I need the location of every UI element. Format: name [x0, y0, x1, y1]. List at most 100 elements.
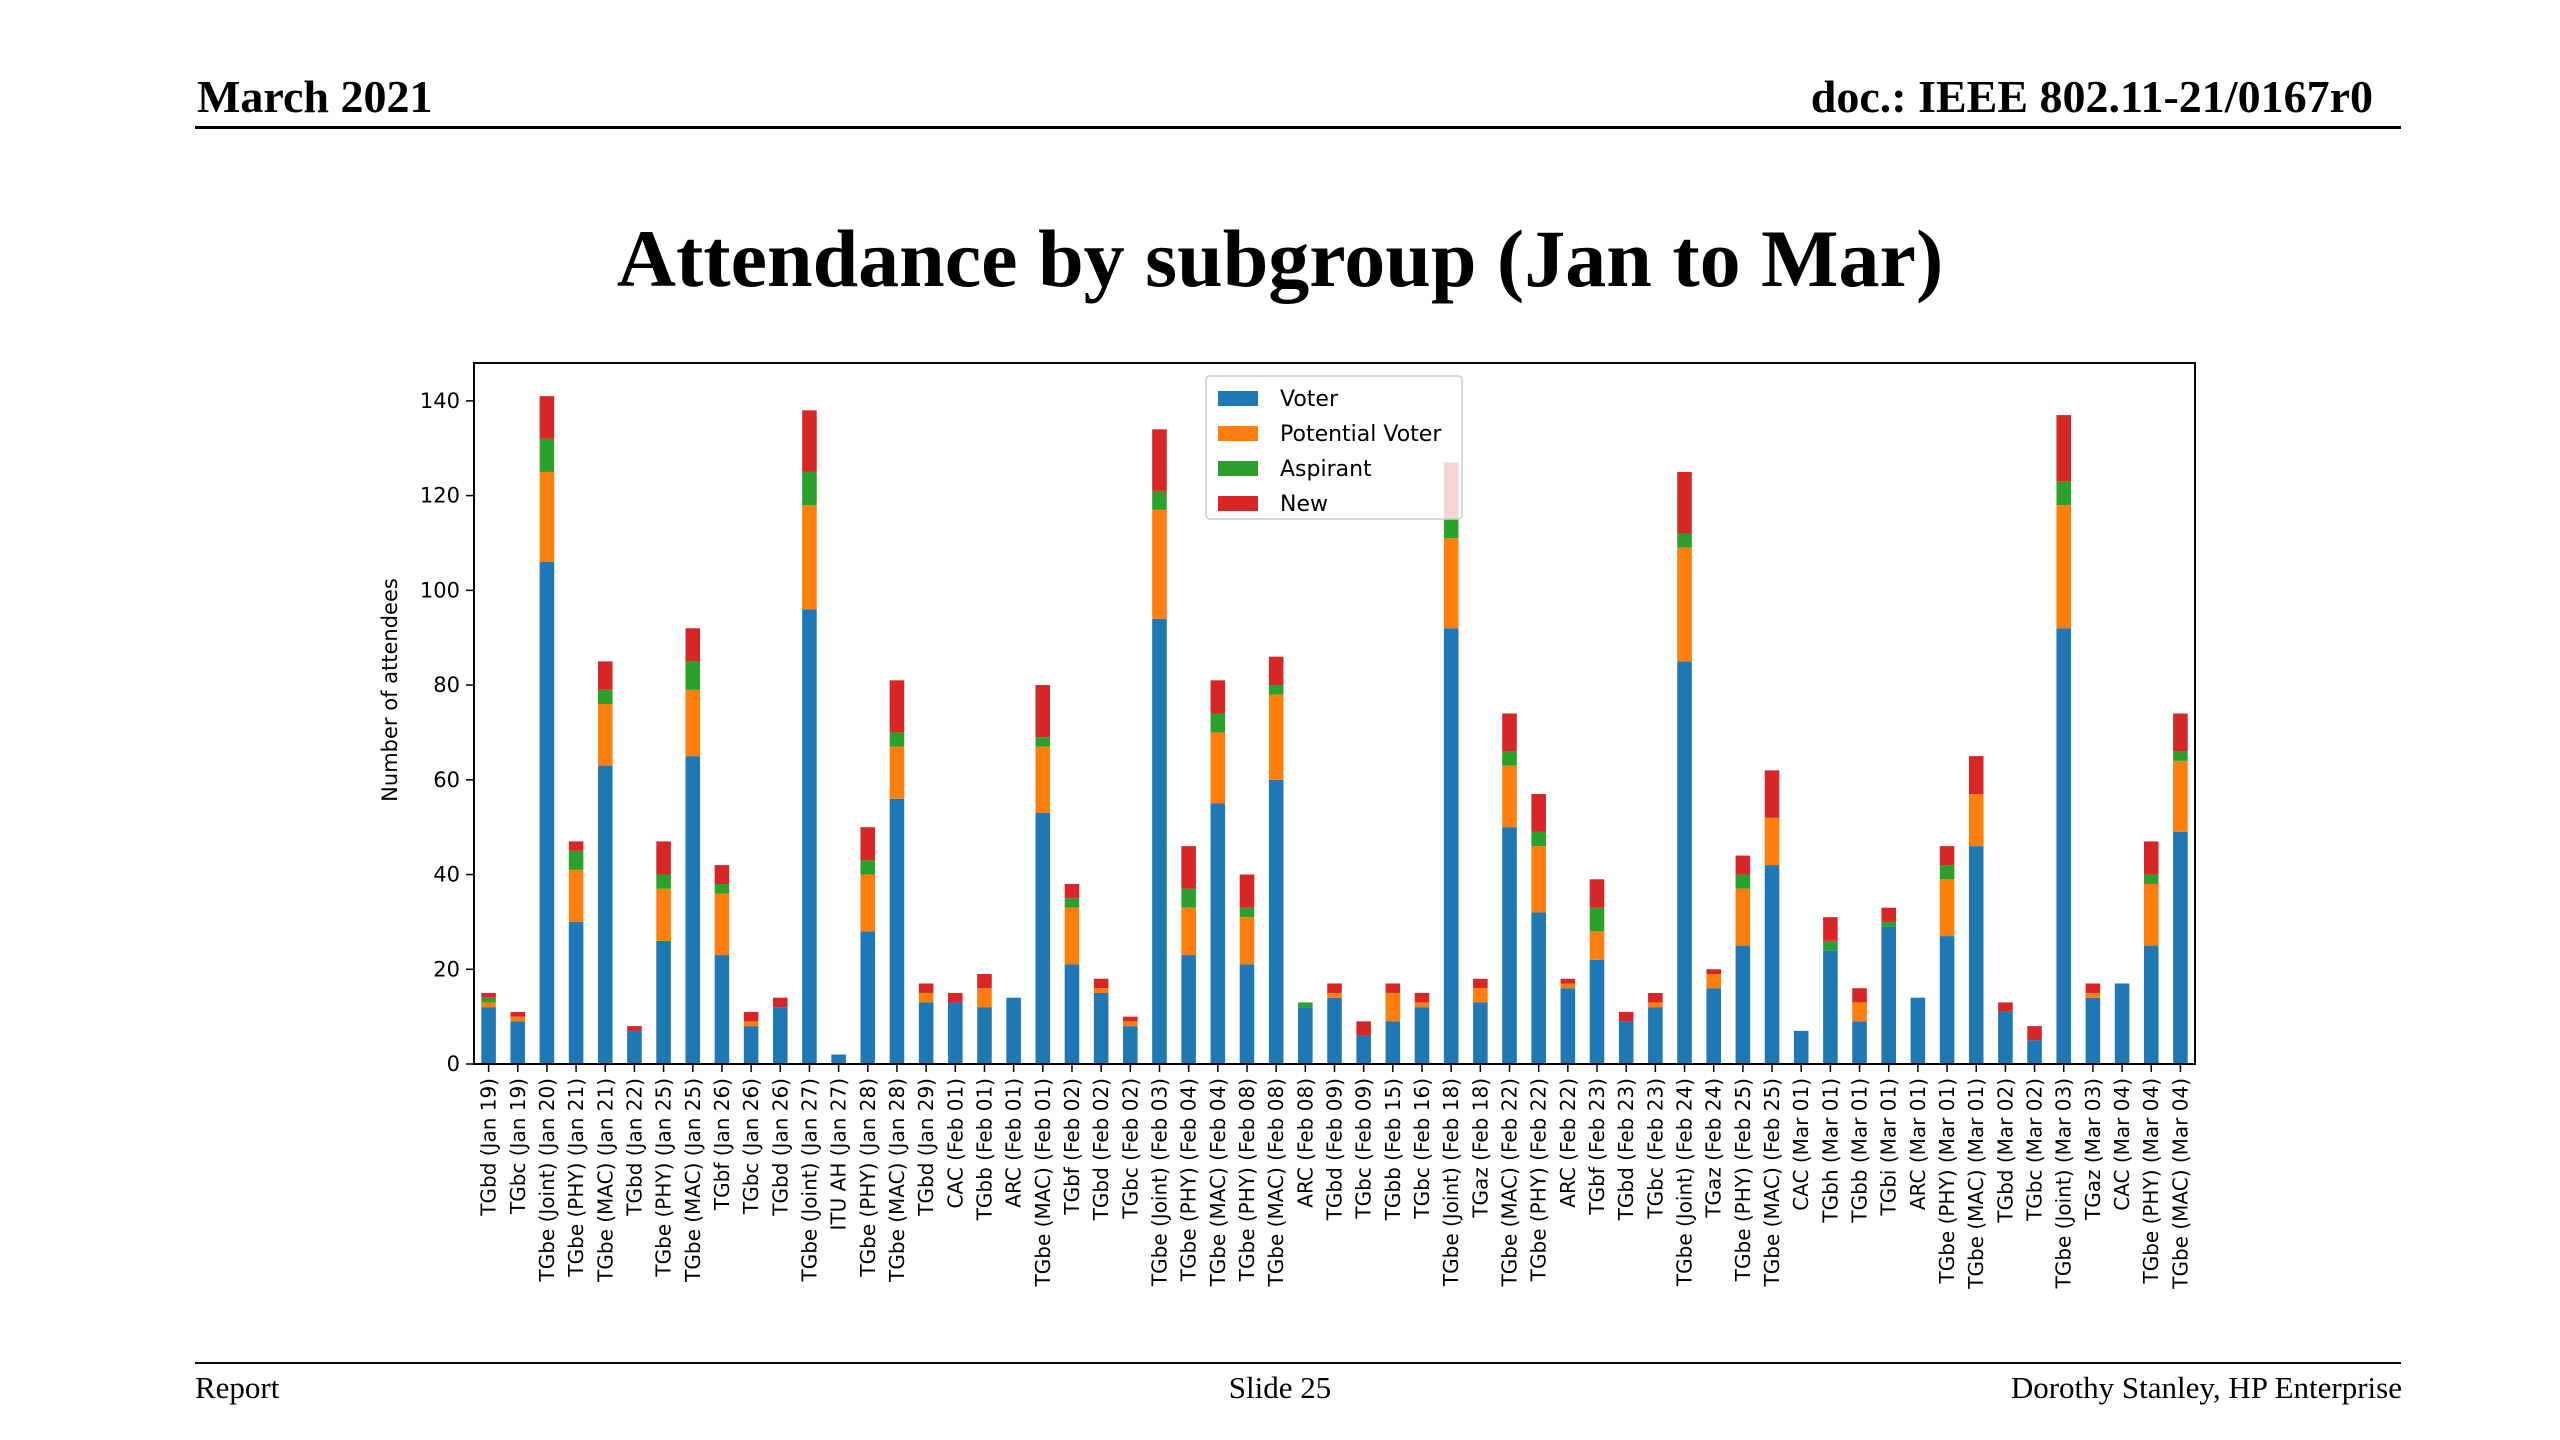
bar-segment: [1443, 519, 1459, 539]
bar-segment: [1764, 770, 1780, 818]
bar-segment: [1268, 694, 1284, 780]
bar-segment: [597, 765, 613, 1064]
x-tick-label: ARC (Feb 08): [1293, 1078, 1317, 1208]
bar-segment: [1502, 713, 1517, 752]
bar-segment: [2056, 481, 2072, 506]
x-tick-label: CAC (Mar 01): [1789, 1078, 1813, 1211]
bar-segment: [1589, 959, 1605, 1064]
bar-segment: [510, 1011, 526, 1017]
bar-segment: [1064, 964, 1080, 1064]
bar-segment: [1210, 803, 1226, 1064]
x-tick-label: TGbe (MAC) (Feb 01): [1031, 1078, 1055, 1287]
bar-segment: [831, 1054, 846, 1064]
bar-segment: [481, 1007, 496, 1064]
x-tick-label: TGbe (PHY) (Mar 01): [1935, 1078, 1959, 1285]
x-tick-label: TGbi (Mar 01): [1877, 1078, 1901, 1216]
x-tick-label: TGaz (Feb 24): [1702, 1078, 1726, 1219]
bar-segment: [1152, 429, 1167, 491]
bar-segment: [1648, 992, 1663, 1003]
bar-segment: [1502, 827, 1517, 1064]
bar-segment: [1618, 1011, 1634, 1022]
bar-segment: [1648, 1002, 1663, 1008]
bar-segment: [1239, 874, 1255, 908]
bar-segment: [743, 1011, 759, 1022]
x-tick-label: TGbd (Jan 22): [622, 1078, 646, 1217]
bar-segment: [656, 874, 671, 889]
bar-segment: [1210, 680, 1226, 714]
bar-segment: [1852, 988, 1867, 1003]
footer-author: Dorothy Stanley, HP Enterprise: [2010, 1370, 2402, 1405]
bar-segment: [1939, 865, 1955, 880]
bar-segment: [1385, 992, 1401, 1022]
bar-segment: [481, 992, 496, 998]
bar-segment: [1327, 992, 1342, 998]
bar-segment: [948, 1002, 963, 1064]
footer-slide-number: Slide 25: [1228, 1370, 1332, 1405]
bar-segment: [1881, 926, 1897, 1064]
x-tick-label: TGbd (Jan 29): [914, 1078, 938, 1217]
x-tick-label: TGbe (PHY) (Feb 22): [1527, 1078, 1551, 1282]
bar-segment: [2143, 874, 2159, 885]
bar-segment: [510, 1021, 526, 1064]
bar-segment: [889, 680, 905, 733]
x-tick-label: TGbe (Joint) (Jan 20): [535, 1078, 559, 1283]
x-tick-label: TGbe (PHY) (Mar 04): [2139, 1078, 2163, 1285]
x-tick-label: TGbe (Joint) (Feb 24): [1673, 1078, 1697, 1287]
header-date: March 2021: [197, 71, 433, 122]
bar-segment: [568, 850, 584, 870]
bar-segment: [1473, 1002, 1488, 1064]
y-tick-label: 100: [420, 578, 460, 602]
bar-segment: [597, 661, 613, 690]
bar-segment: [1560, 983, 1576, 989]
bar-segment: [2173, 831, 2188, 1064]
bar-segment: [656, 841, 671, 875]
bar-segment: [1939, 879, 1955, 937]
bar-segment: [597, 689, 613, 705]
bar-segment: [1006, 997, 1021, 1064]
x-tick-label: TGbb (Feb 01): [973, 1078, 997, 1221]
x-tick-label: ITU AH (Jan 27): [827, 1078, 851, 1230]
x-tick-label: TGbe (MAC) (Feb 25): [1760, 1078, 1784, 1287]
bar-segment: [1560, 988, 1576, 1064]
bar-segment: [1443, 628, 1459, 1064]
chart-bars: [481, 396, 2188, 1064]
bar-segment: [714, 893, 730, 956]
x-tick-label: TGbe (MAC) (Mar 04): [2168, 1078, 2192, 1290]
bar-segment: [539, 471, 555, 562]
x-tick-label: TGbd (Jan 26): [768, 1078, 792, 1217]
bar-segment: [977, 988, 992, 1008]
bar-segment: [685, 628, 701, 662]
bar-segment: [772, 1007, 788, 1064]
bar-segment: [1589, 879, 1605, 908]
header-doc-id: doc.: IEEE 802.11-21/0167r0: [1810, 71, 2373, 122]
x-tick-label: TGbc (Mar 02): [2023, 1078, 2047, 1222]
bar-segment: [802, 609, 817, 1064]
x-tick-label: TGbf (Feb 23): [1585, 1078, 1609, 1216]
bar-segment: [1123, 1026, 1138, 1064]
legend-label: Aspirant: [1280, 457, 1372, 482]
bar-segment: [627, 1026, 642, 1031]
bar-segment: [1443, 538, 1459, 629]
bar-segment: [1793, 1030, 1809, 1064]
x-tick-label: TGbb (Feb 15): [1381, 1078, 1405, 1221]
bar-segment: [1123, 1021, 1138, 1027]
bar-segment: [1093, 978, 1109, 989]
x-tick-label: TGbf (Feb 02): [1060, 1078, 1084, 1216]
bar-segment: [1123, 1016, 1138, 1022]
bar-segment: [743, 1021, 759, 1027]
x-tick-label: TGbe (PHY) (Jan 28): [856, 1078, 880, 1278]
bar-segment: [1414, 992, 1430, 1003]
bar-segment: [1502, 751, 1517, 766]
bar-segment: [889, 732, 905, 747]
bar-segment: [539, 438, 555, 472]
bar-segment: [1473, 988, 1488, 1003]
bar-segment: [1706, 988, 1721, 1064]
x-tick-label: TGbe (MAC) (Jan 21): [593, 1078, 617, 1283]
bar-segment: [568, 841, 584, 851]
bar-segment: [1093, 988, 1109, 993]
bar-segment: [1910, 997, 1926, 1064]
x-tick-label: TGbe (MAC) (Jan 25): [681, 1078, 705, 1283]
bar-segment: [685, 689, 701, 757]
bar-segment: [1502, 765, 1517, 828]
